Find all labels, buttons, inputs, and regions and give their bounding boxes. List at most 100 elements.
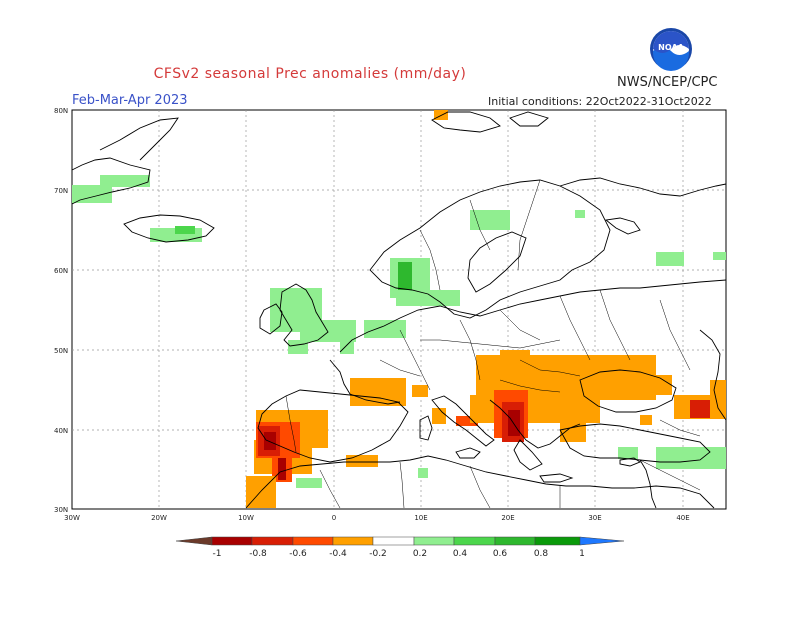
lat-axis-labels: 80N 70N 60N 50N 40N 30N: [54, 107, 68, 514]
border: [399, 461, 405, 509]
scandinavia-coast: [369, 179, 611, 319]
colorbar-label: -0.2: [369, 549, 387, 559]
anomaly-cell: [575, 210, 585, 218]
anomaly-cell: [616, 375, 672, 395]
colorbar-segment: [413, 536, 455, 546]
border: [517, 179, 541, 271]
anomaly-cell: [396, 290, 460, 306]
white-sea: [604, 217, 641, 235]
coastlines: [71, 111, 727, 509]
colorbar-label: 1: [579, 549, 585, 559]
anomaly-cell: [364, 320, 406, 338]
sardinia: [419, 415, 433, 441]
france-coast: [329, 359, 401, 405]
border: [469, 199, 491, 251]
colorbar: [175, 536, 625, 546]
anomaly-cell: [418, 468, 428, 478]
border: [659, 419, 701, 437]
dry-anomalies: [246, 110, 726, 508]
colorbar-label: -0.4: [329, 549, 347, 559]
colorbar-label: 0.8: [534, 549, 549, 559]
map-title: CFSv2 seasonal Prec anomalies (mm/day): [153, 66, 467, 82]
agency-label: NWS/NCEP/CPC: [617, 75, 718, 90]
anomaly-cell: [300, 320, 356, 342]
colorbar-segment: [494, 536, 536, 546]
russia-arctic-coast: [559, 177, 727, 197]
border: [479, 339, 561, 349]
border: [285, 395, 297, 453]
balkans-coast: [489, 399, 581, 449]
lon-label: 10E: [414, 514, 427, 522]
anomaly-cell: [470, 395, 600, 423]
lat-label: 50N: [54, 347, 68, 355]
iceland-coast: [123, 214, 215, 243]
initial-conditions: Initial conditions: 22Oct2022-31Oct2022: [488, 95, 712, 108]
anomaly-cell: [398, 262, 412, 290]
greenland-coast: [71, 157, 151, 205]
border: [519, 359, 581, 377]
colorbar-label: 0.6: [493, 549, 508, 559]
border: [379, 359, 421, 377]
lat-label: 40N: [54, 427, 68, 435]
border: [459, 319, 481, 381]
anomaly-cell: [690, 400, 710, 418]
crete: [539, 473, 574, 483]
colorbar-label: -0.6: [289, 549, 307, 559]
europe-north-coast: [339, 279, 727, 353]
svalbard: [431, 111, 501, 133]
levant-coast: [639, 459, 657, 509]
anomaly-cell: [640, 415, 652, 425]
country-borders: [285, 179, 701, 509]
border: [469, 465, 491, 509]
border: [639, 459, 701, 491]
anomaly-cell: [346, 455, 378, 467]
lon-label: 30E: [588, 514, 601, 522]
wet-anomalies: [72, 175, 726, 488]
border: [659, 299, 691, 371]
anomaly-cell: [264, 432, 276, 450]
colorbar-label: 0.2: [413, 549, 427, 559]
anomaly-cell: [508, 410, 520, 436]
anomaly-cell: [175, 226, 195, 234]
lat-label: 60N: [54, 267, 68, 275]
anomaly-cell: [500, 350, 530, 360]
colorbar-segment: [251, 536, 294, 546]
colorbar-segment: [579, 536, 625, 546]
lat-label: 80N: [54, 107, 68, 115]
forecast-period: Feb-Mar-Apr 2023: [72, 93, 188, 108]
lon-label: 40E: [676, 514, 689, 522]
logo-text: NOAA: [658, 43, 684, 52]
cyprus: [619, 457, 641, 467]
lat-label: 70N: [54, 187, 68, 195]
greece-coast: [513, 439, 543, 471]
lon-label: 10W: [238, 514, 254, 522]
anomaly-cell: [100, 175, 150, 187]
colorbar-labels: -1 -0.8 -0.6 -0.4 -0.2 0.2 0.4 0.6 0.8 1: [213, 549, 585, 559]
border: [499, 309, 541, 341]
north-africa-coast: [245, 455, 715, 509]
iberia-coast: [257, 389, 409, 463]
greenland-north: [99, 117, 179, 161]
colorbar-segment: [372, 536, 415, 546]
lon-label: 20W: [151, 514, 167, 522]
lon-label: 20E: [501, 514, 514, 522]
border: [419, 229, 441, 291]
anomaly-cell: [656, 252, 684, 266]
colorbar-segment: [534, 536, 581, 546]
anomaly-cell: [432, 408, 446, 424]
noaa-logo-icon: NOAA: [650, 28, 692, 71]
baltic-sea: [467, 231, 527, 293]
colorbar-label: -0.8: [249, 549, 267, 559]
ireland-coast: [259, 303, 283, 335]
colorbar-segment: [175, 536, 213, 546]
lon-label: 0: [332, 514, 336, 522]
colorbar-label: 0.4: [453, 549, 468, 559]
anomaly-cell: [470, 210, 510, 230]
lat-label: 30N: [54, 506, 68, 514]
border: [499, 379, 561, 393]
border: [420, 339, 481, 345]
colorbar-segment: [292, 536, 334, 546]
anomaly-cell: [713, 252, 726, 260]
sicily: [455, 447, 481, 459]
